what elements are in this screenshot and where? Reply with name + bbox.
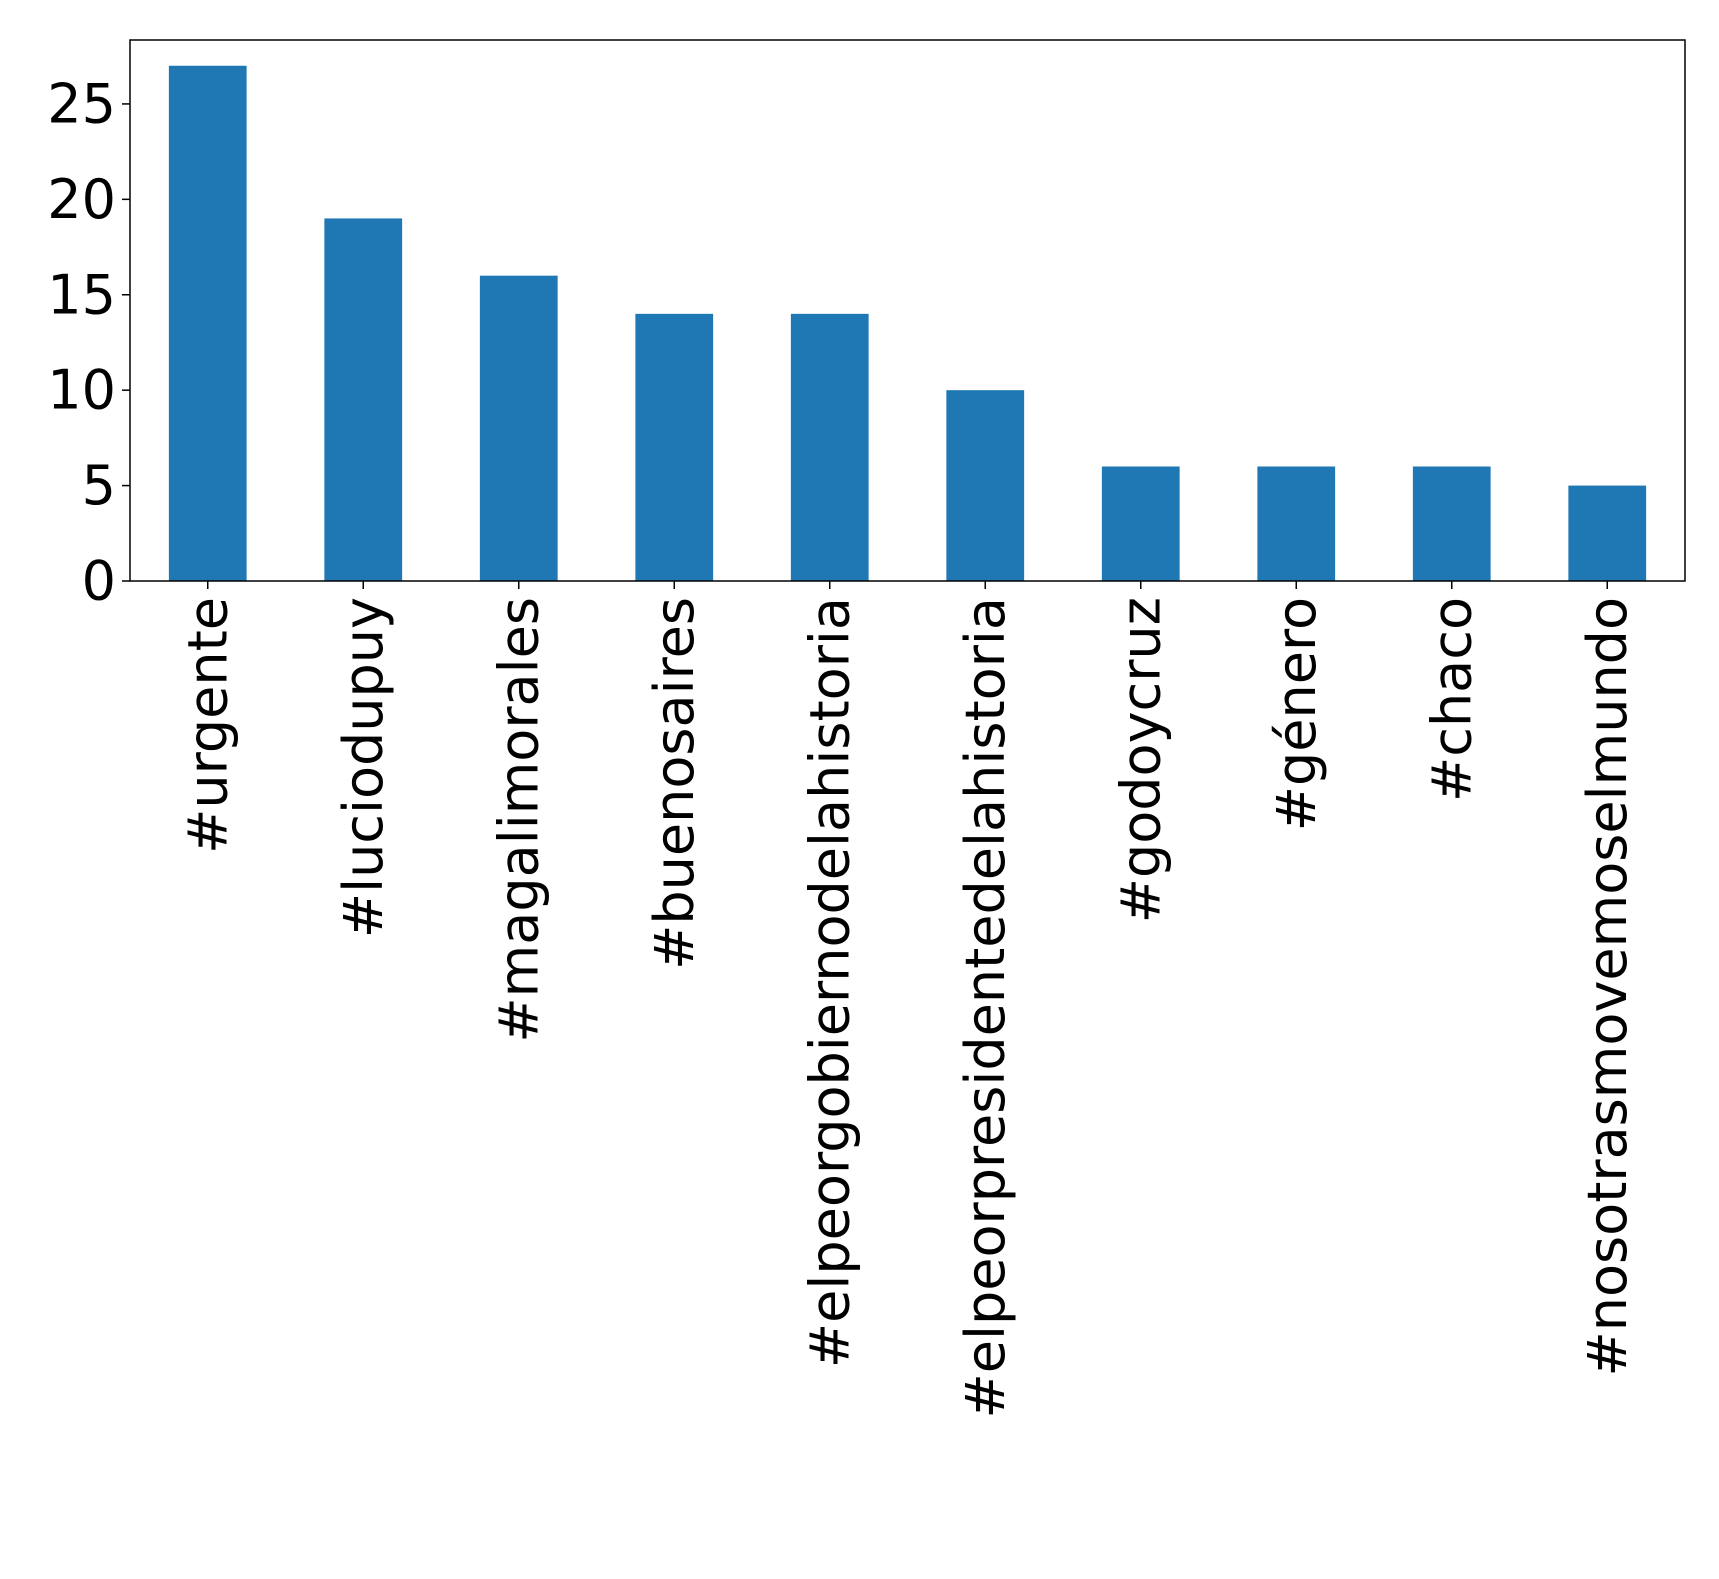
bar-1: [324, 218, 403, 581]
bar-8: [1412, 466, 1491, 581]
bar-7: [1257, 466, 1336, 581]
plot-frame: [129, 39, 1686, 582]
x-tick-label-0: #urgente: [176, 597, 239, 854]
y-tick-label-4: 20: [47, 168, 116, 231]
y-tick-label-5: 25: [47, 72, 116, 135]
x-tick-label-9: #nosotrasmovemoselmundo: [1576, 597, 1639, 1376]
bar-3: [635, 313, 714, 581]
bars-group: [168, 65, 1647, 581]
y-tick-label-1: 5: [82, 454, 116, 517]
x-tick-label-4: #elpeorgobiernodelahistoria: [798, 597, 861, 1368]
bar-4: [790, 313, 869, 581]
y-tick-label-3: 15: [47, 263, 116, 326]
x-tick-label-6: #godoycruz: [1109, 597, 1172, 923]
x-axis-ticks: #urgente #luciodupuy #magalimorales #buenos…: [176, 581, 1639, 1418]
bar-5: [946, 390, 1025, 581]
x-tick-label-8: #chaco: [1420, 597, 1483, 802]
bar-9: [1568, 485, 1647, 581]
y-tick-label-2: 10: [47, 359, 116, 422]
x-tick-label-7: #género: [1265, 597, 1328, 831]
x-tick-label-1: #luciodupuy: [332, 597, 395, 938]
y-axis-ticks: 0 5 10 15 20 25: [47, 72, 130, 613]
x-tick-label-5: #elpeorpresidentedelahistoria: [954, 597, 1017, 1418]
y-tick-label-0: 0: [82, 550, 116, 613]
bar-2: [479, 275, 558, 581]
bar-0: [168, 65, 247, 581]
x-tick-label-3: #buenosaires: [643, 597, 706, 970]
bar-6: [1101, 466, 1180, 581]
x-tick-label-2: #magalimorales: [487, 597, 550, 1043]
